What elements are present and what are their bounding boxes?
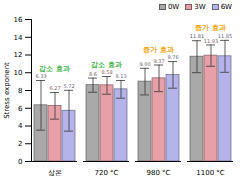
svg-text:720 °C: 720 °C	[95, 169, 119, 177]
html-text:0W: 0W	[167, 2, 180, 11]
html-text:3W: 3W	[194, 2, 206, 11]
svg-text:11.93: 11.93	[204, 38, 218, 44]
svg-text:증가 효과: 증가 효과	[195, 24, 225, 32]
svg-text:4: 4	[18, 122, 23, 130]
svg-text:14: 14	[14, 33, 23, 41]
svg-text:Stress exponent: Stress exponent	[3, 62, 11, 119]
svg-text:증가 효과: 증가 효과	[143, 46, 173, 54]
svg-text:8.13: 8.13	[115, 73, 126, 79]
svg-text:6.33: 6.33	[35, 73, 46, 79]
svg-text:1100 °C: 1100 °C	[196, 169, 225, 177]
svg-text:5.72: 5.72	[63, 83, 74, 89]
svg-text:9.00: 9.00	[139, 61, 150, 67]
svg-text:980 °C: 980 °C	[147, 169, 171, 177]
svg-text:8.6: 8.6	[89, 71, 97, 77]
svg-text:6: 6	[18, 104, 23, 112]
svg-text:2: 2	[18, 140, 22, 148]
svg-text:9.76: 9.76	[167, 54, 178, 60]
svg-text:8.58: 8.58	[101, 69, 112, 75]
svg-text:11.81: 11.81	[190, 33, 204, 39]
svg-text:16: 16	[14, 16, 23, 24]
svg-text:감소 효과: 감소 효과	[39, 65, 69, 73]
svg-text:11.85: 11.85	[218, 33, 232, 39]
svg-text:6.27: 6.27	[49, 85, 60, 91]
svg-text:12: 12	[14, 51, 23, 59]
svg-text:9.37: 9.37	[153, 58, 164, 64]
svg-text:0: 0	[18, 158, 22, 166]
svg-text:상온: 상온	[48, 169, 62, 177]
svg-text:감소 효과: 감소 효과	[91, 61, 121, 69]
html-text:6W: 6W	[220, 2, 232, 11]
svg-text:8: 8	[18, 87, 22, 95]
svg-text:10: 10	[14, 69, 23, 77]
